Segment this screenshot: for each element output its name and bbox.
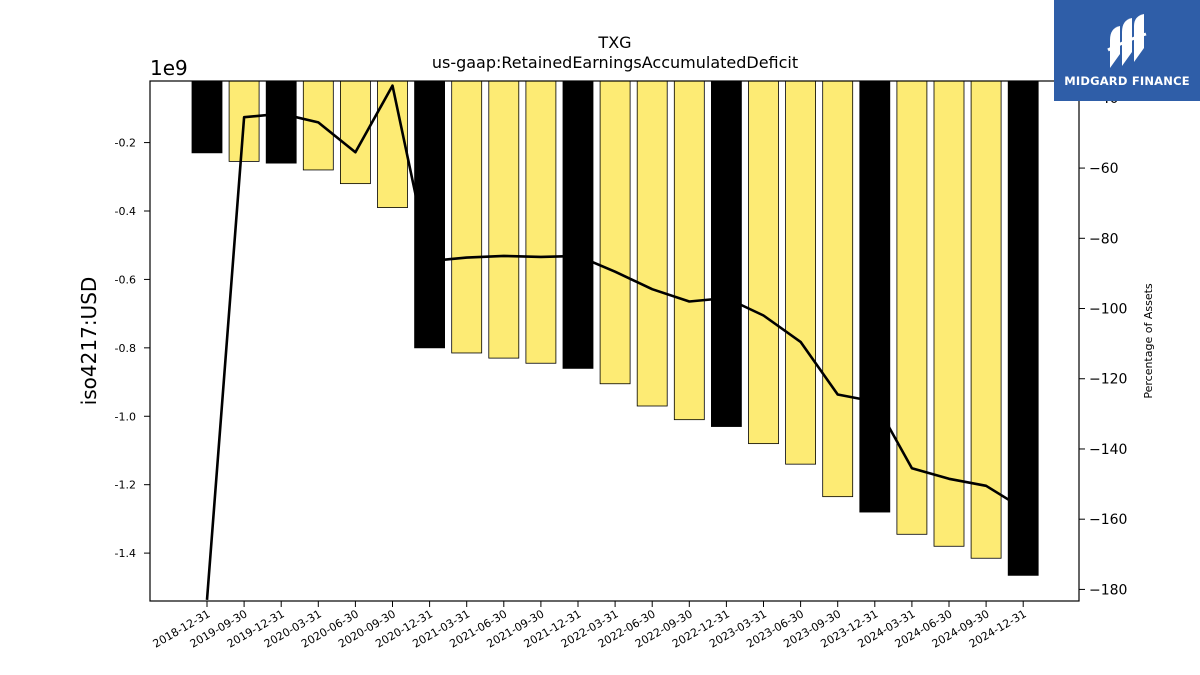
y-offset-label: 1e9 [150,56,188,80]
bar-2021-09-30 [525,80,557,364]
bar-2019-12-31 [265,80,297,164]
bar-2021-12-31 [562,80,594,369]
bar-2022-09-30 [673,80,705,421]
y-right-tick-label: −120 [1089,372,1127,388]
bar-2024-12-31 [1007,80,1039,576]
pct-of-assets-line [205,84,1024,600]
y-tick-label: -0.2 [115,137,136,150]
y-right-tick-label: −160 [1089,512,1127,528]
y-right-tick-label: −60 [1089,161,1119,177]
brand-logo: MIDGARD FINANCE [1054,0,1200,101]
y-right-tick-label: −80 [1089,231,1119,247]
y-right-tick-label: −100 [1089,302,1127,318]
bar-2022-12-31 [711,80,742,427]
bar-2021-06-30 [488,80,520,359]
y-tick-label: -1.2 [115,479,136,492]
bar-2020-09-30 [377,80,408,208]
bar-2023-03-31 [748,80,779,445]
bar-2023-06-30 [785,80,816,465]
plot-frame [149,80,1080,602]
y-axis-right-label: Percentage of Assets [1142,283,1155,399]
bar-2018-12-31 [191,80,223,154]
brand-logo-text: MIDGARD FINANCE [1064,73,1190,88]
line-layer [205,84,1024,600]
y-right-tick-label: −140 [1089,442,1127,458]
y-tick-label: -0.6 [115,273,136,286]
y-tick-label: -1.4 [115,547,136,560]
bar-2024-03-31 [896,80,928,535]
bar-2022-03-31 [599,80,631,385]
bar-2023-12-31 [859,80,891,513]
y-tick-label: -1.0 [115,410,136,423]
y-tick-label: -0.8 [115,342,136,355]
bar-2024-06-30 [933,80,965,547]
y-axis-label: iso4217:USD [77,277,101,406]
bar-2021-03-31 [451,80,483,354]
brand-logo-mark [1107,13,1147,68]
bar-2022-06-30 [636,80,668,407]
bar-2023-09-30 [822,80,854,498]
chart-title: TXG [597,33,631,52]
bar-2020-03-31 [302,80,334,171]
chart-subtitle: us-gaap:RetainedEarningsAccumulatedDefic… [432,53,798,72]
y-tick-label: -0.4 [115,205,136,218]
bar-2024-09-30 [970,80,1002,559]
y-right-tick-label: −180 [1089,582,1127,598]
bars-layer [191,80,1039,576]
